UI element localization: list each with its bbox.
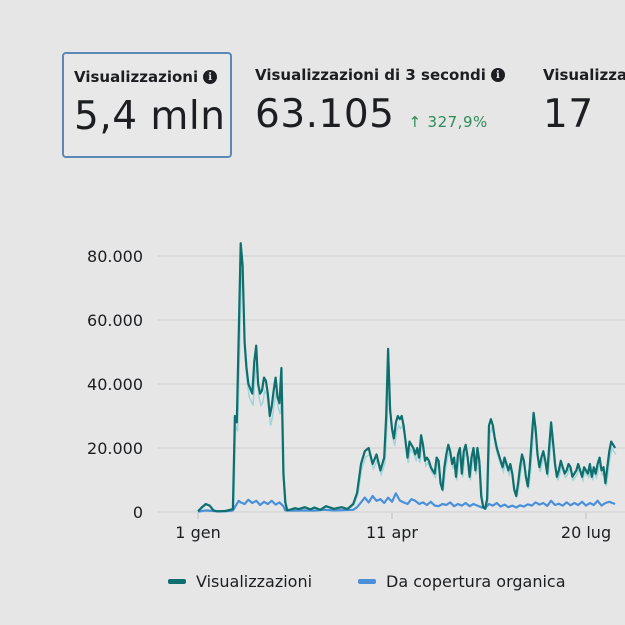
metric-label: Visualizzazioni i: [74, 68, 220, 86]
info-icon[interactable]: i: [490, 68, 505, 82]
metric-label: Visualizzazioni di 3 secondi i: [255, 66, 505, 84]
metric-value-text: 63.105: [255, 92, 395, 137]
metric-value: 17: [543, 92, 625, 137]
legend-item-views[interactable]: Visualizzazioni: [168, 572, 312, 591]
y-tick-label: 40.000: [87, 375, 143, 394]
y-tick-label: 60.000: [87, 311, 143, 330]
line-chart: 80.000 60.000 40.000 20.000 0 1 gen 11 apr 20 …: [87, 242, 625, 542]
y-tick-label: 80.000: [87, 247, 143, 266]
y-tick-label: 0: [133, 503, 143, 522]
series-line-da-copertura-organica: [197, 492, 616, 513]
series-lines: [197, 242, 617, 513]
legend-label: Da copertura organica: [386, 572, 566, 591]
metric-label-text: Visualizza: [543, 66, 625, 84]
metric-card-views[interactable]: Visualizzazioni i 5,4 mln: [62, 52, 232, 158]
metric-value: 63.105 ↑ 327,9%: [255, 92, 505, 137]
x-axis-ticks: 1 gen 11 apr 20 lug: [175, 513, 611, 542]
metric-card-partial[interactable]: Visualizza 17: [533, 52, 625, 158]
delta-value: 327,9%: [427, 113, 488, 131]
metric-card-3s-views[interactable]: Visualizzazioni di 3 secondi i 63.105 ↑ …: [245, 52, 515, 158]
metric-label-text: Visualizzazioni: [74, 68, 199, 86]
metric-value-text: 17: [543, 92, 594, 137]
metric-value-text: 5,4 mln: [74, 94, 226, 139]
legend-label: Visualizzazioni: [196, 572, 313, 591]
y-tick-label: 20.000: [87, 439, 143, 458]
x-tick-label: 1 gen: [175, 523, 220, 542]
info-icon[interactable]: i: [203, 70, 218, 84]
arrow-up-icon: ↑: [408, 113, 422, 131]
legend-item-organic[interactable]: Da copertura organica: [358, 572, 566, 591]
series-line-visualizzazioni: [197, 242, 617, 513]
x-tick-label: 20 lug: [561, 523, 611, 542]
gridlines: [158, 255, 625, 513]
legend-swatch: [358, 579, 377, 584]
legend-swatch: [168, 579, 186, 584]
y-axis-ticks: 80.000 60.000 40.000 20.000 0: [87, 247, 143, 522]
metric-value: 5,4 mln: [74, 94, 225, 139]
legend: Visualizzazioni Da copertura organica: [168, 572, 566, 591]
x-tick-label: 11 apr: [366, 523, 418, 542]
metric-label-text: Visualizzazioni di 3 secondi: [255, 66, 486, 84]
metric-label: Visualizza: [543, 66, 625, 84]
delta-badge: ↑ 327,9%: [408, 113, 487, 131]
